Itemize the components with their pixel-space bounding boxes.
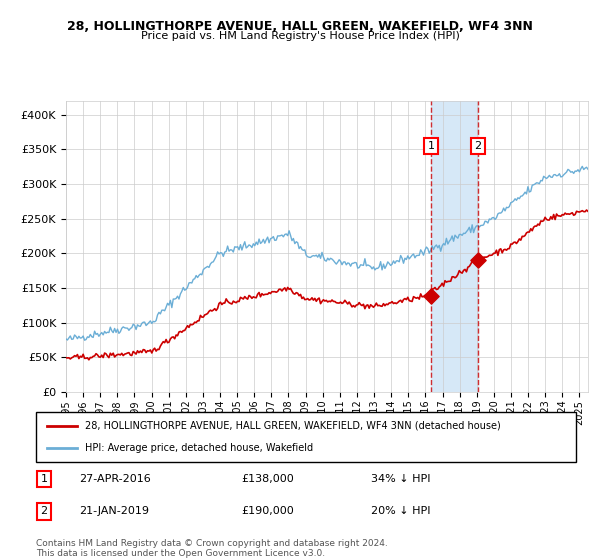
Point bbox=[426, 292, 436, 301]
Point bbox=[473, 256, 482, 265]
Text: 1: 1 bbox=[41, 474, 47, 484]
Text: £138,000: £138,000 bbox=[241, 474, 294, 484]
Text: 21-JAN-2019: 21-JAN-2019 bbox=[79, 506, 149, 516]
Text: 28, HOLLINGTHORPE AVENUE, HALL GREEN, WAKEFIELD, WF4 3NN (detached house): 28, HOLLINGTHORPE AVENUE, HALL GREEN, WA… bbox=[85, 421, 500, 431]
Text: HPI: Average price, detached house, Wakefield: HPI: Average price, detached house, Wake… bbox=[85, 443, 313, 453]
FancyBboxPatch shape bbox=[36, 412, 576, 462]
Text: 27-APR-2016: 27-APR-2016 bbox=[79, 474, 151, 484]
Text: 20% ↓ HPI: 20% ↓ HPI bbox=[371, 506, 430, 516]
Text: 1: 1 bbox=[427, 141, 434, 151]
Text: Contains HM Land Registry data © Crown copyright and database right 2024.
This d: Contains HM Land Registry data © Crown c… bbox=[36, 539, 388, 558]
Text: 2: 2 bbox=[474, 141, 481, 151]
Text: £190,000: £190,000 bbox=[241, 506, 294, 516]
Bar bbox=[431, 101, 478, 392]
Text: 28, HOLLINGTHORPE AVENUE, HALL GREEN, WAKEFIELD, WF4 3NN: 28, HOLLINGTHORPE AVENUE, HALL GREEN, WA… bbox=[67, 20, 533, 32]
Text: Price paid vs. HM Land Registry's House Price Index (HPI): Price paid vs. HM Land Registry's House … bbox=[140, 31, 460, 41]
Text: 2: 2 bbox=[41, 506, 47, 516]
Text: 34% ↓ HPI: 34% ↓ HPI bbox=[371, 474, 430, 484]
